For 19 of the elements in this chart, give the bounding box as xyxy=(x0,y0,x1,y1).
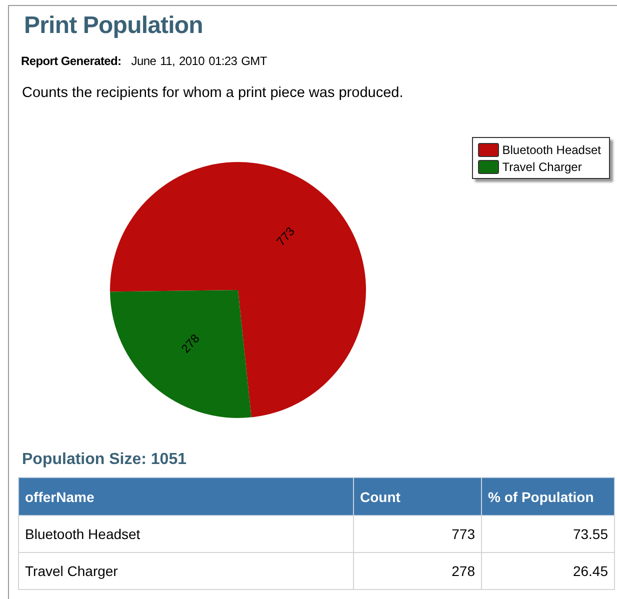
text: % of Population xyxy=(488,488,594,504)
text: Population Size: 1051 xyxy=(22,451,186,468)
data-label: 773 xyxy=(274,224,298,249)
legend-label: Bluetooth Headset xyxy=(502,142,601,156)
pie-slice xyxy=(110,290,252,418)
text: Count xyxy=(360,488,400,504)
text: 773 xyxy=(452,526,475,542)
chart-title: Print Population xyxy=(24,12,203,39)
text: 278 xyxy=(452,563,475,579)
category-label: Travel Charger xyxy=(25,563,118,579)
chart-subtitle: Report Generated: June 11, 2010 01:23 GMT xyxy=(21,54,267,68)
data-label: 278 xyxy=(178,331,203,356)
pie-slice xyxy=(110,162,366,418)
legend-label: Travel Charger xyxy=(502,160,582,174)
text: offerName xyxy=(25,488,94,504)
category-label: Bluetooth Headset xyxy=(25,526,140,542)
text: 73.55 xyxy=(572,526,608,542)
text: 26.45 xyxy=(572,563,608,579)
text: Counts the recipients for whom a print piece was produced. xyxy=(22,85,404,101)
